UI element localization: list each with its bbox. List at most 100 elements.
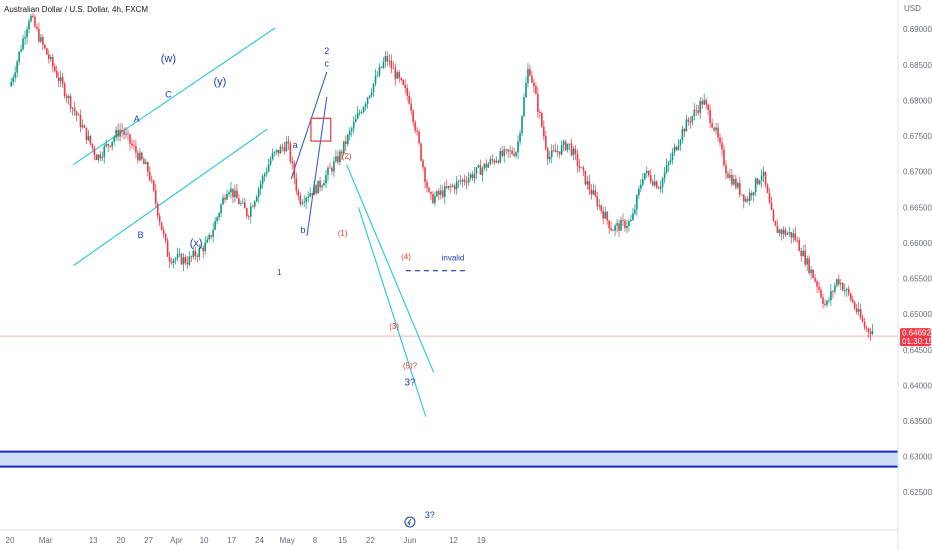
candle-body [53, 66, 56, 71]
x-tick-label: 8 [313, 536, 318, 545]
candle-body [598, 205, 601, 207]
candle-body [479, 165, 482, 175]
candle-body [49, 56, 52, 60]
candle-body [436, 191, 438, 197]
candle-body [661, 178, 664, 187]
candle-body [99, 154, 102, 159]
candle-body [121, 129, 123, 132]
candle-body [141, 152, 143, 160]
candle-body [18, 51, 20, 62]
candle-body [511, 150, 513, 154]
currency-label: USD [904, 4, 921, 13]
wave-label: (x) [190, 237, 203, 249]
candle-body [667, 162, 670, 166]
candle-body [529, 69, 531, 76]
candle-body [463, 179, 466, 182]
candle-body [180, 254, 183, 265]
candle-body [719, 137, 721, 143]
candle-body [861, 317, 864, 322]
candle-body [632, 213, 634, 220]
candle-body [564, 141, 567, 151]
x-tick-label: 20 [6, 536, 15, 545]
candle-body [156, 203, 159, 216]
candle-body [451, 185, 454, 187]
candle-body [152, 180, 155, 191]
candle-body [620, 219, 622, 231]
x-tick-label: 17 [227, 536, 236, 545]
candle-body [246, 208, 248, 217]
candle-body [493, 160, 496, 163]
candle-body [756, 178, 759, 184]
candle-body [790, 232, 793, 238]
candle-body [71, 107, 74, 109]
channel-down-lower [357, 207, 427, 417]
timer-icon [404, 516, 416, 528]
candle-body [61, 77, 64, 84]
candle-body [537, 93, 539, 112]
candle-body [360, 112, 363, 113]
candle-body [675, 146, 678, 150]
candle-body [851, 299, 854, 303]
candle-body [196, 256, 199, 257]
candle-body [301, 202, 304, 204]
candle-body [238, 198, 240, 205]
wave-label: (y) [213, 76, 226, 88]
candle-body [352, 122, 355, 129]
candle-body [618, 223, 620, 231]
y-tick-label: 0.62500 [903, 488, 932, 497]
candle-body [693, 109, 696, 117]
candle-body [503, 149, 506, 156]
candle-body [337, 156, 339, 163]
candle-body [414, 122, 416, 131]
x-tick-label: 13 [89, 536, 98, 545]
candle-body [319, 180, 321, 188]
candle-body [810, 269, 812, 274]
candle-body [202, 247, 205, 252]
candle-body [101, 156, 104, 159]
candle-body [388, 60, 391, 62]
candle-body [523, 97, 525, 117]
x-tick-label: 22 [366, 536, 375, 545]
candle-body [311, 193, 313, 195]
last-price-value: 0.64692 [902, 329, 931, 338]
wave-label: (2) [342, 152, 352, 161]
candle-body [271, 153, 274, 160]
candle-body [715, 127, 717, 131]
candle-body [267, 164, 270, 172]
candle-body [582, 167, 585, 171]
candle-body [584, 170, 587, 185]
candle-body [297, 190, 300, 196]
candle-body [574, 148, 577, 154]
candle-body [566, 143, 569, 151]
candle-body [515, 152, 517, 156]
candle-body [766, 184, 769, 193]
candle-body [709, 110, 711, 124]
x-tick-label: 27 [144, 536, 153, 545]
candle-body [489, 159, 492, 164]
candle-body [590, 189, 593, 195]
candle-body [40, 37, 42, 42]
y-tick-label: 0.67500 [903, 132, 932, 141]
candle-body [624, 220, 626, 229]
candle-body [400, 77, 403, 80]
candle-body [105, 144, 108, 147]
candle-body [713, 127, 715, 131]
candle-body [307, 196, 309, 198]
candle-body [746, 198, 749, 201]
candle-body [148, 171, 151, 180]
candle-body [348, 131, 351, 135]
y-tick-label: 0.68000 [903, 96, 932, 105]
candle-body [63, 83, 66, 97]
candle-body [182, 257, 185, 265]
y-tick-label: 0.68500 [903, 61, 932, 70]
candle-body [392, 68, 395, 69]
candle-body [778, 229, 781, 233]
candle-body [442, 190, 444, 197]
candle-body [556, 151, 559, 153]
candle-body [509, 150, 511, 152]
candle-body [172, 259, 175, 264]
candle-body [240, 203, 242, 205]
wave-label: C [165, 90, 172, 100]
candle-body [517, 141, 519, 153]
